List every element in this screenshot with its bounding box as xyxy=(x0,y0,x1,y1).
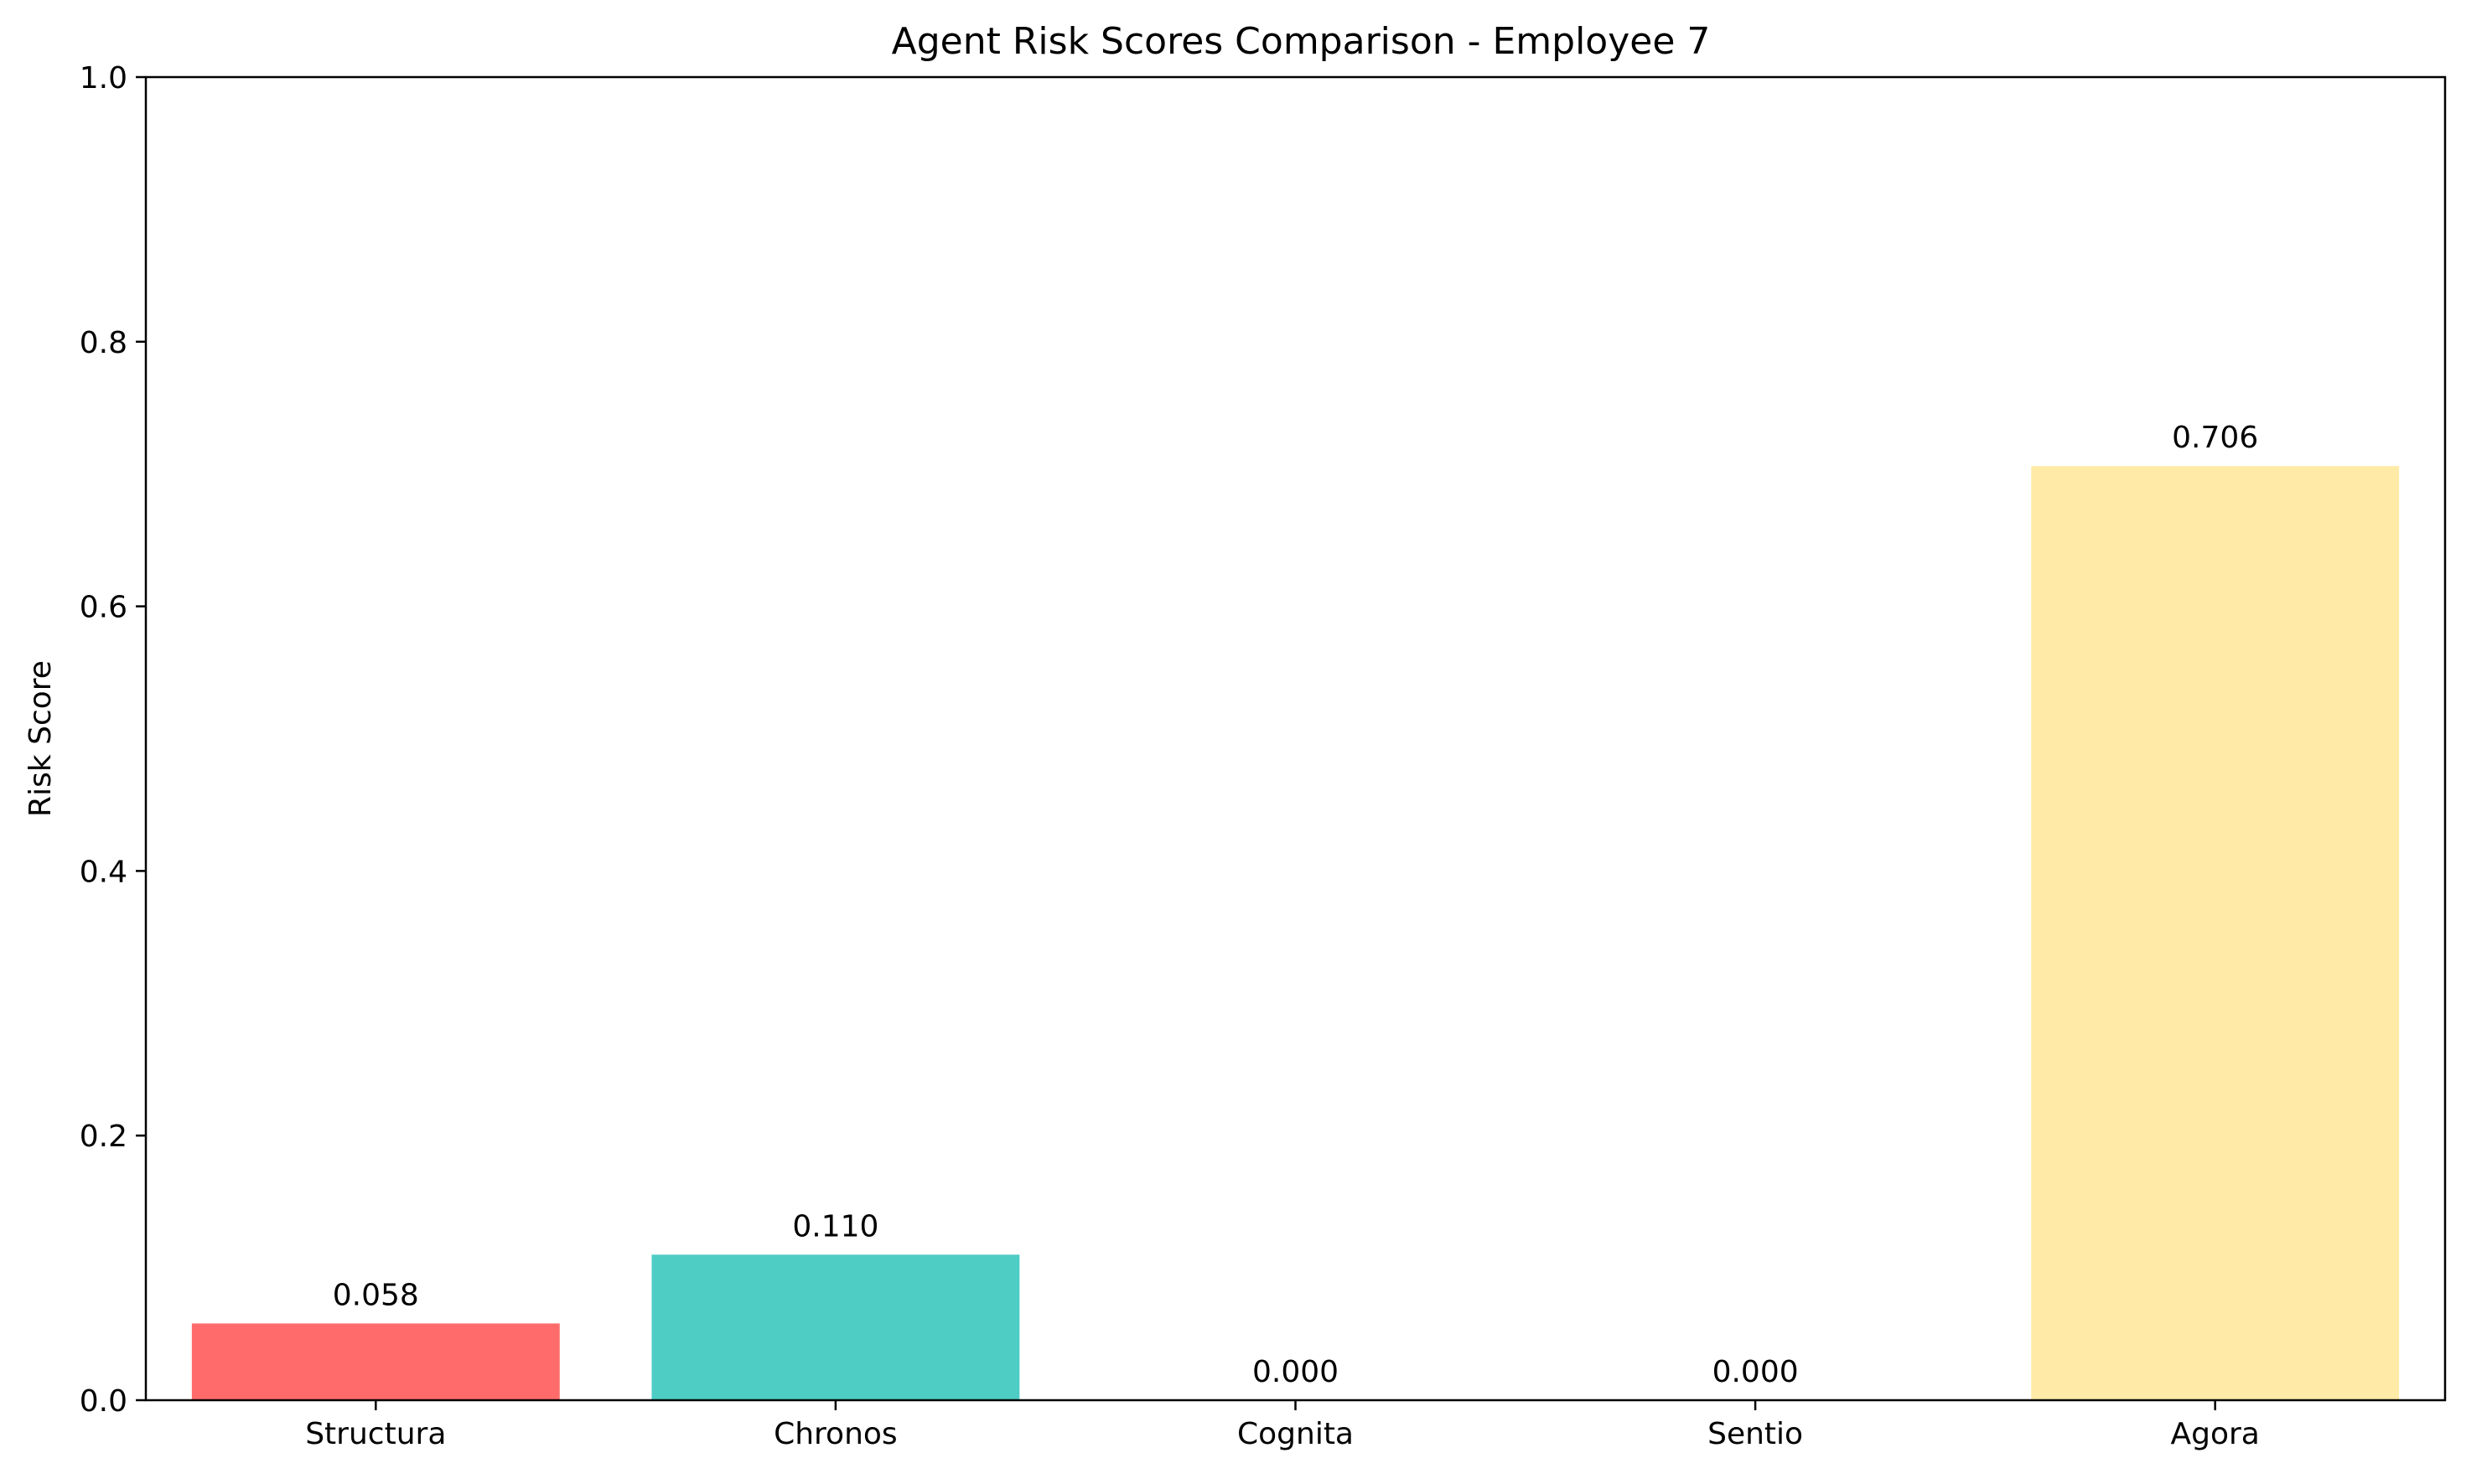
value-label-chronos: 0.110 xyxy=(792,1209,878,1244)
bar-chronos xyxy=(651,1254,1020,1400)
y-tick-label: 0.8 xyxy=(80,326,127,360)
y-tick-label: 1.0 xyxy=(80,61,127,96)
x-tick-label-cognita: Cognita xyxy=(1237,1417,1354,1451)
y-tick-label: 0.4 xyxy=(80,855,127,889)
y-axis: 0.0 0.2 0.4 0.6 0.8 1.0 xyxy=(80,61,146,1419)
value-labels-group: 0.058 0.110 0.000 0.000 0.706 xyxy=(333,421,2258,1389)
y-tick-label: 0.6 xyxy=(80,591,127,625)
x-tick-label-chronos: Chronos xyxy=(774,1417,898,1451)
value-label-agora: 0.706 xyxy=(2172,421,2258,455)
value-label-sentio: 0.000 xyxy=(1712,1355,1799,1389)
x-tick-label-structura: Structura xyxy=(305,1417,446,1451)
x-tick-label-agora: Agora xyxy=(2171,1417,2260,1451)
value-label-cognita: 0.000 xyxy=(1252,1355,1339,1389)
y-tick-label: 0.0 xyxy=(80,1384,127,1419)
x-tick-label-sentio: Sentio xyxy=(1707,1417,1803,1451)
value-label-structura: 0.058 xyxy=(333,1278,419,1312)
y-tick-label: 0.2 xyxy=(80,1119,127,1154)
bar-agora xyxy=(2031,466,2400,1400)
x-axis: Structura Chronos Cognita Sentio Agora xyxy=(305,1400,2260,1451)
bars-group xyxy=(191,466,2400,1400)
chart-title: Agent Risk Scores Comparison - Employee … xyxy=(892,20,1711,63)
bar-structura xyxy=(191,1323,560,1400)
y-axis-label: Risk Score xyxy=(23,660,58,817)
